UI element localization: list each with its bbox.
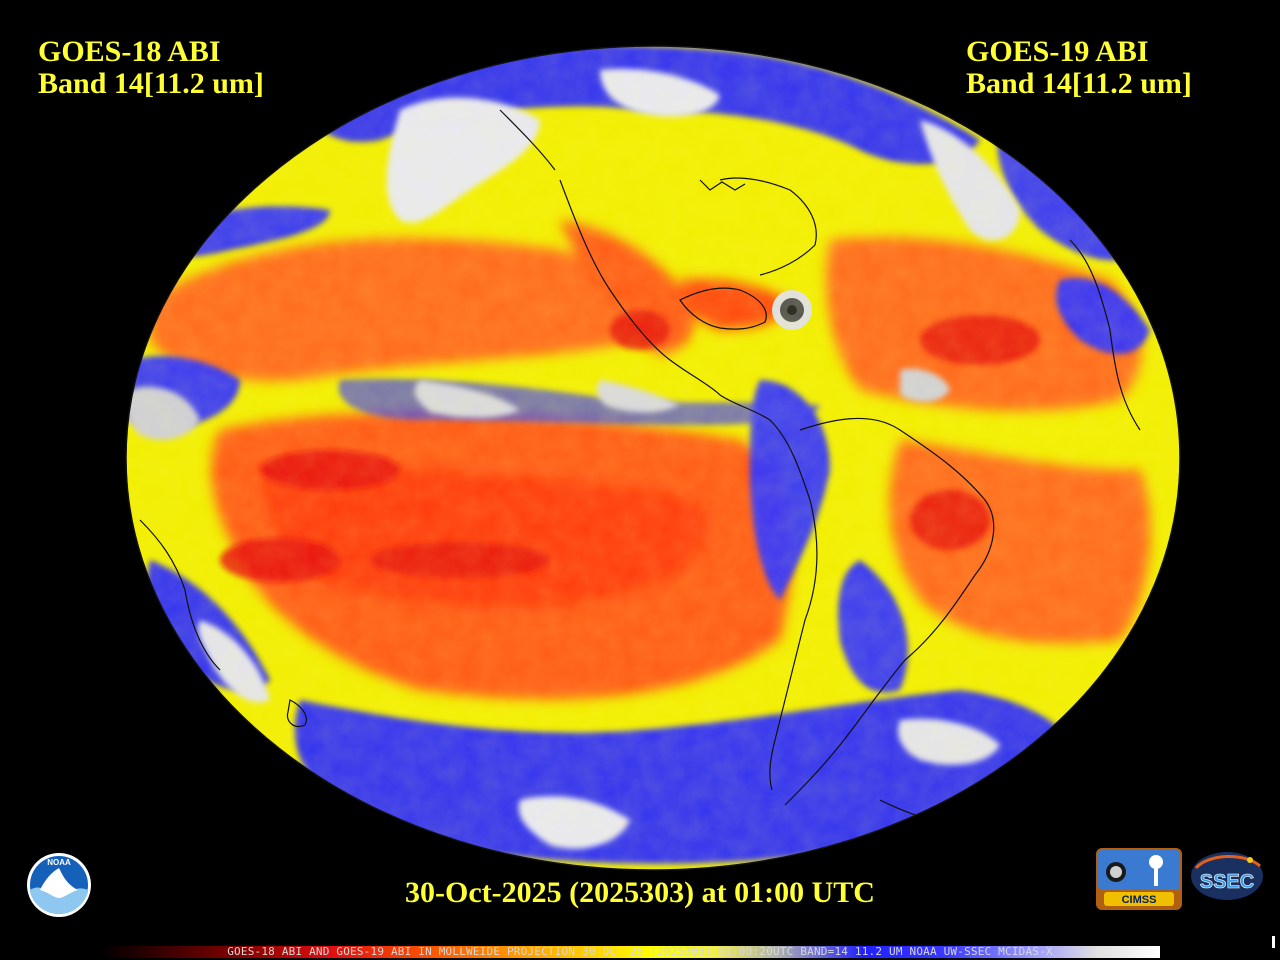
image-metadata-line: GOES-18 ABI AND GOES-19 ABI IN MOLLWEIDE… [227,945,1053,958]
cimss-logo-text: CIMSS [1122,894,1157,906]
title-left: GOES-18 ABI Band 14[11.2 um] [38,36,264,100]
title-left-band: Band 14[11.2 um] [38,67,264,100]
temperature-colorbar [100,946,1160,958]
noaa-logo-text: NOAA [47,858,71,867]
title-right: GOES-19 ABI Band 14[11.2 um] [966,36,1192,100]
coastline-new-zealand [286,699,307,728]
globe-limb [125,45,1181,871]
coastline-north-america-east [719,177,817,276]
noaa-logo: NOAA [27,853,91,917]
coastline-americas-west [559,179,818,791]
coastline-australia-east [139,519,221,671]
coastline-south-america-east [784,417,995,806]
image-timestamp: 30-Oct-2025 (2025303) at 01:00 UTC [405,876,875,909]
ssec-logo-text: SSEC [1200,871,1254,893]
globe-disk [126,46,1180,870]
coastline-gulf-of-mexico [679,287,767,330]
cimss-logo: CIMSS [1096,848,1182,910]
great-lakes [699,179,746,191]
title-right-band: Band 14[11.2 um] [966,67,1192,100]
texture-layer [126,46,1180,870]
coastline-alaska [499,109,556,171]
colorbar-end-tick [1272,936,1275,948]
coastline-africa-west [1069,239,1141,431]
coastlines [139,109,1141,831]
title-right-satellite: GOES-19 ABI [966,35,1149,68]
title-left-satellite: GOES-18 ABI [38,35,221,68]
ssec-logo: SSEC [1191,852,1263,900]
